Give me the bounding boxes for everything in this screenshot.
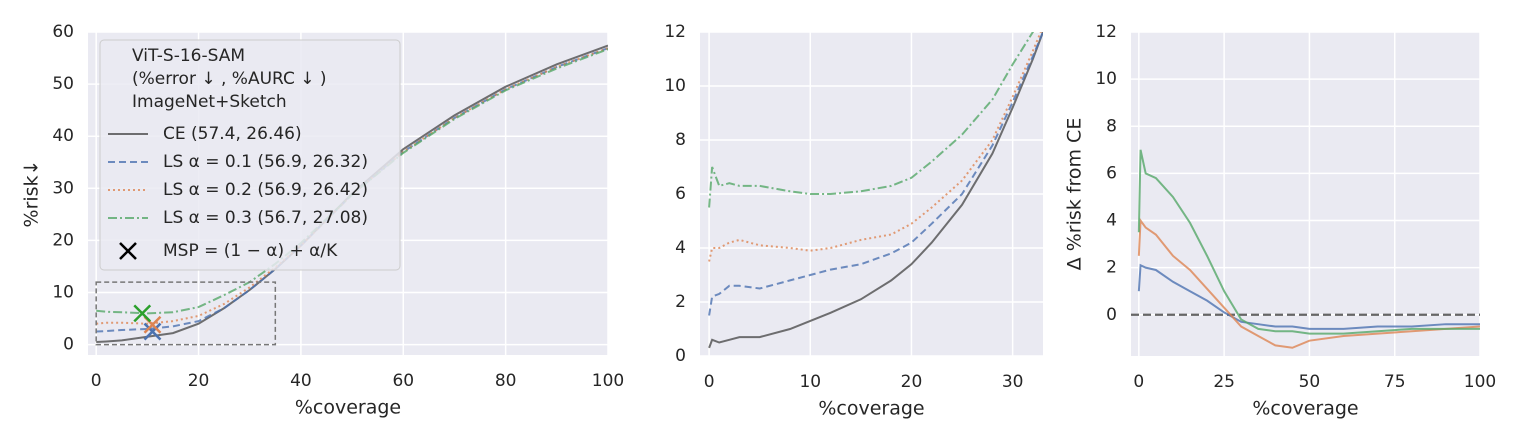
x-tick-label: 50 — [1299, 372, 1321, 392]
legend-label: MSP = (1 − α) + α/K — [163, 241, 338, 261]
legend-box — [99, 39, 401, 271]
x-tick-label: 100 — [592, 371, 624, 391]
series-line — [1137, 263, 1480, 330]
series-line — [708, 32, 1042, 262]
x-tick-label: 100 — [1464, 372, 1496, 392]
x-tick-label: 0 — [91, 371, 102, 391]
y-tick-label: 12 — [1095, 22, 1117, 42]
x-tick-label: 20 — [901, 372, 923, 392]
y-tick-label: 30 — [52, 178, 74, 198]
marker — [133, 304, 152, 323]
subplot: 0 25 50 75 100 0 2 4 6 8 10 12 %coverage Δ %risk from… — [1064, 22, 1497, 420]
y-tick-label: 0 — [675, 346, 686, 366]
marker — [143, 322, 162, 341]
y-tick-label: 50 — [52, 74, 74, 94]
x-tick-label: 25 — [1213, 372, 1235, 392]
y-tick-label: 10 — [52, 282, 74, 302]
y-tick-label: 20 — [52, 230, 74, 250]
x-tick-label: 20 — [188, 371, 210, 391]
x-tick-label: 80 — [495, 371, 517, 391]
legend-label: LS α = 0.1 (56.9, 26.32) — [163, 152, 368, 172]
series-line — [708, 32, 1043, 349]
legend-title: ImageNet+Sketch — [132, 92, 287, 112]
legend: ViT-S-16-SAM (%error ↓ , %AURC ↓ ) ImageNe… — [99, 39, 401, 271]
y-axis-label: Δ %risk from CE — [1064, 118, 1086, 271]
y-tick-label: 40 — [52, 126, 74, 146]
x-axis-label: %coverage — [818, 398, 924, 420]
series-line — [96, 47, 608, 333]
legend-label: CE (57.4, 26.46) — [163, 124, 302, 144]
x-tick-label: 60 — [392, 371, 414, 391]
x-tick-label: 10 — [799, 372, 821, 392]
y-tick-label: 6 — [1106, 163, 1117, 183]
plot-content — [1131, 149, 1480, 349]
plot-content — [708, 32, 1043, 349]
y-tick-label: 6 — [675, 184, 686, 204]
y-tick-label: 2 — [675, 292, 686, 312]
y-tick-label: 10 — [664, 76, 686, 96]
legend-title: ViT-S-16-SAM — [132, 46, 245, 66]
y-tick-label: 60 — [52, 22, 74, 42]
x-tick-label: 40 — [290, 371, 312, 391]
subplot: 0 20 40 60 80 100 0 10 20 30 40 50 60 %coverage %risk↓… — [21, 22, 625, 419]
y-axis-label: %risk↓ — [21, 160, 43, 228]
plot-content — [95, 44, 608, 346]
y-tick-label: 4 — [675, 238, 686, 258]
x-axis-label: %coverage — [1252, 398, 1358, 420]
x-tick-label: 0 — [1133, 372, 1144, 392]
subplot: 0 10 20 30 0 2 4 6 8 10 12 %coverage — [664, 22, 1043, 420]
y-tick-label: 0 — [1106, 305, 1117, 325]
legend-label: LS α = 0.2 (56.9, 26.42) — [163, 180, 368, 200]
series-line — [708, 32, 1043, 316]
series-line — [708, 32, 1035, 208]
y-tick-label: 4 — [1106, 211, 1117, 231]
plot-area — [1131, 32, 1480, 356]
y-tick-label: 12 — [664, 22, 686, 42]
x-axis-label: %coverage — [295, 397, 401, 419]
y-tick-label: 8 — [675, 130, 686, 150]
series-line — [1137, 217, 1480, 349]
inset-box — [95, 281, 277, 346]
y-tick-label: 8 — [1106, 116, 1117, 136]
y-tick-label: 0 — [63, 335, 74, 355]
series-line — [96, 48, 608, 315]
legend-marker — [119, 242, 137, 260]
series-line — [1137, 149, 1480, 335]
y-tick-label: 2 — [1106, 258, 1117, 278]
y-tick-label: 10 — [1095, 69, 1117, 89]
x-tick-label: 75 — [1384, 372, 1406, 392]
legend-label: LS α = 0.3 (56.7, 27.08) — [163, 208, 368, 228]
legend-title: (%error ↓ , %AURC ↓ ) — [132, 69, 327, 89]
x-tick-label: 0 — [704, 372, 715, 392]
x-tick-label: 30 — [1002, 372, 1024, 392]
